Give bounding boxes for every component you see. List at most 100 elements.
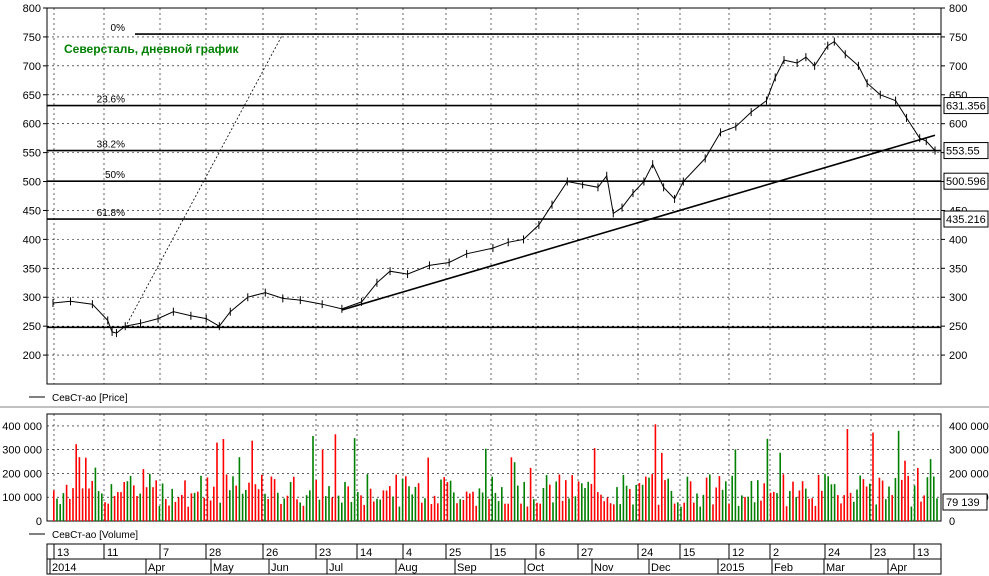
volume-bar [555,481,557,521]
volume-bar [590,483,593,521]
price-y-tick-label: 700 [23,61,41,73]
volume-bar [568,498,570,521]
price-y-tick-label: 400 [23,234,41,246]
volume-bar [187,506,189,521]
volume-bar [459,499,461,521]
volume-bar [145,487,148,521]
volume-bar [776,493,778,521]
volume-bar [625,485,628,521]
volume-bar [209,500,212,521]
volume-bar [545,475,548,521]
volume-bar [126,481,129,521]
volume-bar [795,497,797,521]
volume-bar [501,487,503,521]
volume-bar [392,496,394,521]
volume-bar [165,499,167,521]
volume-bar [475,505,477,521]
volume-bar [193,492,196,521]
day-tick-label: 13 [57,547,69,559]
price-tags: 631.356 553.55 500.596 435.216 [943,97,989,228]
volume-bar [709,474,711,521]
chart-title: Северсталь, дневной график [64,42,240,56]
volume-bar [53,490,55,521]
month-label: Sep [457,562,477,574]
volume-bar [395,474,397,521]
day-tick-label: 6 [539,547,545,559]
day-tick-label: 24 [641,547,653,559]
month-label: Jun [271,562,289,574]
day-tick-label: 26 [266,547,278,559]
volume-bar [917,468,919,521]
volume-bar [773,491,775,521]
volume-bar [494,492,497,521]
volume-bar [779,452,781,521]
day-tick-label: 4 [406,547,412,559]
volume-bar [481,492,484,521]
month-label: 2015 [720,562,744,574]
volume-bar [587,481,589,521]
volume-bar [225,474,228,521]
volume-bar [683,502,685,521]
volume-bar [600,494,602,521]
price-tag-label: 500.596 [946,176,986,188]
volume-last-tag: 79 139 [942,493,988,511]
volume-bar [190,493,193,521]
volume-bar [385,490,388,521]
volume-bar [552,502,554,521]
volume-bar [78,457,81,521]
volume-bar [613,504,615,521]
volume-bar [296,499,298,521]
volume-bar [565,480,567,521]
volume-bar [693,502,695,521]
volume-bar [859,475,861,521]
volume-bar [398,506,401,521]
volume-bar [865,486,868,521]
month-label: Dec [651,562,671,574]
day-tick-label: 28 [209,547,221,559]
day-tick-label: 24 [828,547,840,559]
volume-bar [661,452,663,521]
volume-bar [792,481,794,521]
volume-bar [238,457,241,521]
volume-bar [389,486,391,521]
volume-bar [504,503,506,521]
volume-bar [261,474,263,521]
volume-bar [120,492,122,521]
volume-bar [315,480,317,521]
volume-bar [369,488,372,521]
volume-bar [760,500,762,521]
volume-bar [110,484,113,521]
volume-bar [715,487,717,521]
volume-bar [526,506,529,521]
volume-bar [872,432,874,521]
volume-bar [561,500,564,521]
volume-bar [286,495,289,521]
volume-bar [833,484,836,521]
volume-bar [635,484,637,521]
volume-bar [577,481,580,521]
volume-bar [328,486,330,521]
price-y-tick-label-right: 400 [949,234,967,246]
volume-bar [139,493,141,521]
volume-bar [747,496,749,521]
volume-bar [632,504,634,521]
volume-bar [699,506,701,521]
volume-bar [88,488,90,521]
volume-y-tick-label: 200 000 [2,468,42,480]
volume-bar [379,499,381,521]
volume-bar [619,504,621,521]
volume-bar [104,502,106,521]
volume-bar [875,504,877,521]
volume-bar [469,493,471,521]
volume-bar [657,504,660,521]
price-tag-box [943,142,989,160]
volume-bar [161,483,164,521]
volume-bar [142,469,145,521]
volume-bar [433,495,436,521]
volume-bar [254,484,257,521]
month-label: Nov [594,562,614,574]
price-tag-label: 435.216 [946,214,986,226]
price-y-tick-label-right: 300 [949,292,967,304]
volume-bar [856,489,858,521]
